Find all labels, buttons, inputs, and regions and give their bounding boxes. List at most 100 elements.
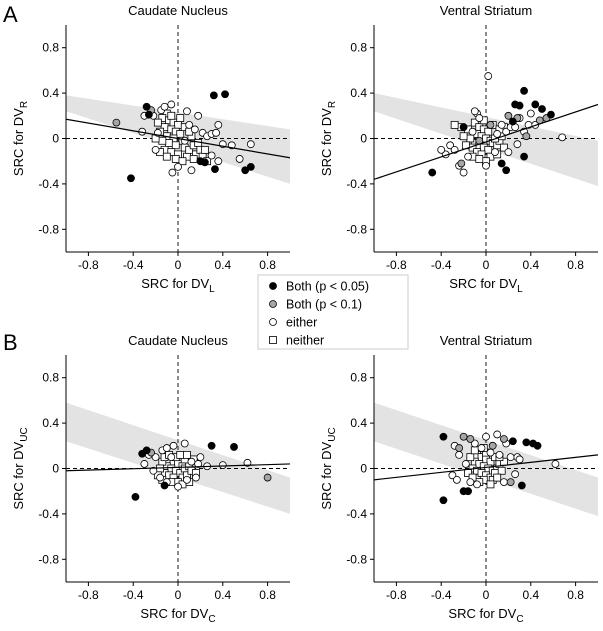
plot-area: [374, 355, 598, 582]
point-sig10: [112, 118, 121, 127]
point-neither: [194, 139, 203, 147]
point-either: [196, 453, 205, 462]
point-sig05: [160, 481, 169, 490]
panel-title: Ventral Striatum: [440, 3, 533, 18]
legend-label-neither: neither: [286, 334, 324, 348]
y-tick-label: 0.8: [42, 371, 59, 385]
point-sig05: [517, 481, 526, 490]
panel-letter-b: B: [3, 330, 18, 355]
point-either: [185, 120, 194, 129]
point-neither: [176, 450, 185, 459]
panel-b-caudate: -0.8 -0.4 0 0.4 0.8 -0.8 -0.4 0 0.4 0.8 Caudate Nu…: [11, 333, 290, 625]
point-either: [495, 450, 504, 459]
point-neither: [470, 118, 479, 127]
point-sig10: [522, 132, 531, 141]
point-either: [468, 127, 477, 136]
point-either: [151, 145, 160, 154]
point-either: [506, 453, 515, 462]
panel-title: Ventral Striatum: [440, 333, 533, 348]
point-either: [243, 458, 252, 467]
point-sig05: [207, 441, 216, 450]
x-tick-label: -0.8: [78, 258, 99, 272]
y-tick-label: -0.4: [346, 507, 367, 521]
plot-area: [66, 25, 290, 252]
point-either: [464, 152, 472, 161]
point-either: [473, 480, 481, 489]
point-neither: [153, 118, 162, 127]
x-tick-label: -0.8: [386, 588, 407, 602]
point-either: [156, 473, 164, 482]
point-either: [486, 448, 495, 457]
x-axis-label: SRC for DVC: [140, 606, 215, 625]
y-tick-label: -0.8: [38, 222, 59, 236]
point-either: [160, 102, 169, 111]
panel-b-ventral: -0.8 -0.4 0 0.4 0.8 -0.8 -0.4 0 0.4 0.8 Ventral St…: [319, 333, 598, 625]
point-either: [475, 114, 484, 122]
legend: Both (p < 0.05) Both (p < 0.1) either ne…: [257, 274, 409, 350]
point-sig05: [200, 158, 209, 167]
legend-marker-sig10: [269, 300, 277, 308]
point-either: [437, 145, 446, 154]
point-either: [484, 72, 493, 80]
x-tick-label: 0.4: [522, 258, 539, 272]
y-tick-label: -0.8: [346, 552, 367, 566]
x-axis-label: SRC for DVC: [448, 606, 523, 625]
point-sig05: [246, 162, 255, 171]
point-sig05: [131, 492, 140, 501]
x-tick-label: -0.4: [431, 258, 452, 272]
x-tick-label: -0.4: [123, 258, 144, 272]
point-sig05: [508, 117, 517, 126]
point-neither: [178, 157, 187, 166]
point-either: [167, 453, 176, 462]
fit-line: [66, 463, 290, 472]
panel-a-caudate: -0.8 -0.4 0 0.4 0.8 -0.8 -0.4 0 0.4 0.8 Caudate Nu…: [11, 3, 290, 295]
point-either: [149, 466, 158, 475]
x-tick-label: 0.4: [522, 588, 539, 602]
point-sig10: [457, 159, 466, 168]
legend-label-either: either: [286, 316, 317, 330]
point-either: [558, 133, 567, 142]
panel-title: Caudate Nucleus: [128, 333, 228, 348]
point-either: [470, 107, 479, 116]
point-either: [466, 478, 475, 487]
point-sig10: [504, 111, 513, 120]
y-axis-label: SRC for DVR: [11, 101, 30, 176]
point-neither: [185, 145, 194, 154]
point-neither: [183, 450, 191, 459]
y-tick-label: 0.4: [42, 416, 59, 430]
legend-label-sig10: Both (p < 0.1): [286, 298, 362, 312]
fit-line: [374, 103, 598, 180]
x-tick-label: 0.8: [259, 258, 276, 272]
point-either: [482, 161, 490, 170]
y-tick-label: 0: [52, 132, 59, 146]
point-neither: [459, 132, 468, 141]
point-sig05: [459, 487, 468, 496]
point-sig05: [138, 449, 147, 458]
x-axis-label: SRC for DVL: [141, 276, 215, 295]
point-neither: [466, 453, 475, 462]
point-neither: [493, 473, 502, 482]
point-either: [526, 109, 535, 118]
point-either: [448, 471, 457, 480]
point-neither: [176, 114, 185, 122]
plot-area: [66, 355, 290, 582]
y-axis-label: SRC for DVR: [319, 101, 338, 176]
y-tick-label: -0.8: [346, 222, 367, 236]
point-sig05: [142, 102, 151, 111]
point-sig05: [144, 110, 153, 119]
point-either: [493, 430, 502, 439]
x-tick-label: -0.4: [431, 588, 452, 602]
x-tick-label: 0: [175, 258, 182, 272]
x-tick-label: 0.8: [567, 258, 584, 272]
point-neither: [171, 155, 180, 163]
point-neither: [162, 152, 171, 161]
point-neither: [497, 466, 506, 475]
point-either: [461, 460, 470, 468]
point-sig05: [520, 152, 528, 161]
legend-label-sig05: Both (p < 0.05): [286, 280, 369, 294]
x-tick-label: 0: [175, 588, 182, 602]
legend-marker-sig05: [269, 282, 277, 290]
legend-marker-neither: [269, 336, 277, 344]
x-tick-label: 0.8: [567, 588, 584, 602]
